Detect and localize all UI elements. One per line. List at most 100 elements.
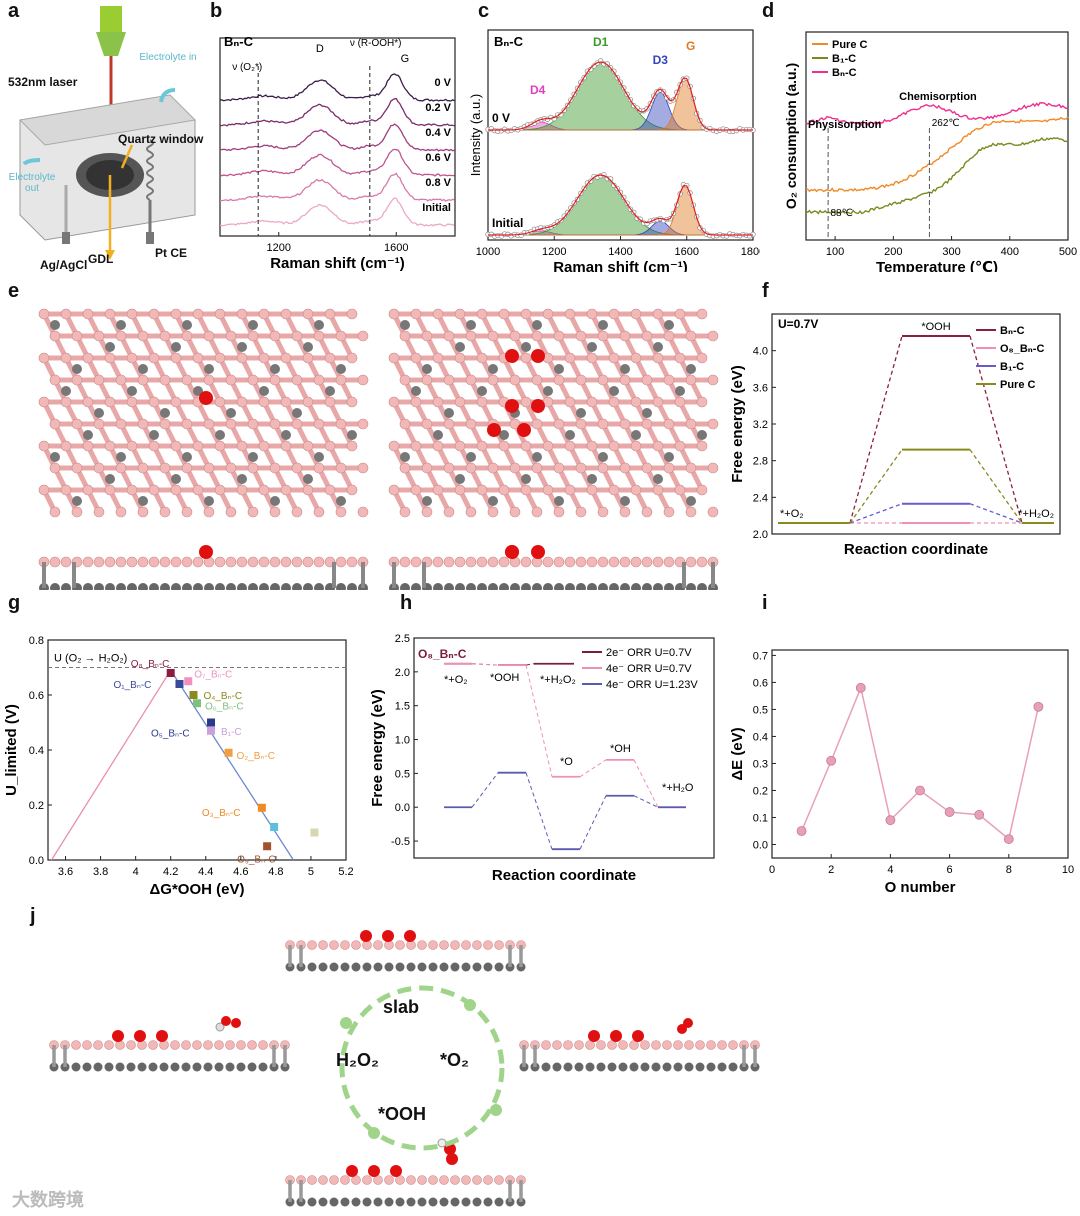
oxygen-atom [134, 1030, 146, 1042]
boron-atom [630, 440, 642, 452]
legend-label: Pure C [1000, 379, 1036, 391]
carbon-atom [552, 1062, 562, 1072]
boron-atom [674, 396, 686, 408]
y-tick-label: 1.0 [395, 735, 410, 747]
x-tick-label: 500 [1059, 246, 1077, 258]
boron-atom [49, 462, 61, 474]
y-axis-label: O₂ consumption (a.u.) [783, 63, 799, 209]
boron-atom [192, 352, 204, 364]
boron-atom [384, 1175, 394, 1185]
carbon-atom [93, 1062, 103, 1072]
oxygen-atom [404, 930, 416, 942]
boron-atom [509, 374, 521, 386]
boron-atom [575, 556, 587, 568]
oxygen-atom [446, 1153, 458, 1165]
boron-atom [225, 418, 237, 430]
boron-atom [269, 556, 281, 568]
carbon-atom [237, 583, 247, 590]
peak-label: D1 [593, 35, 609, 49]
boron-atom [596, 1040, 606, 1050]
x-tick-label: 5.2 [338, 866, 353, 878]
boron-atom [60, 556, 72, 568]
x-axis-label: Temperature (℃) [876, 259, 998, 272]
carbon-atom [182, 452, 192, 462]
data-point [561, 213, 567, 219]
carbon-atom [170, 1062, 180, 1072]
boron-atom [619, 374, 631, 386]
carbon-atom [444, 408, 454, 418]
boron-atom [170, 556, 182, 568]
x-axis-label: Raman shift (cm⁻¹) [270, 255, 405, 272]
y-tick-label: 0.5 [753, 704, 768, 716]
carbon-atom [138, 364, 148, 374]
boron-atom [641, 462, 653, 474]
boron-atom [38, 396, 50, 408]
delta-e-point [855, 682, 866, 693]
boron-atom [236, 556, 248, 568]
boron-atom [115, 556, 127, 568]
boron-atom [597, 374, 609, 386]
data-point [634, 105, 640, 111]
carbon-atom [455, 342, 465, 352]
x-tick-label: 10 [1062, 864, 1074, 876]
boron-atom [531, 374, 543, 386]
boron-atom [225, 506, 237, 518]
boron-atom [487, 506, 499, 518]
boron-atom [552, 1040, 562, 1050]
carbon-atom [336, 583, 346, 590]
carbon-atom [697, 430, 707, 440]
boron-atom [126, 556, 138, 568]
carbon-atom [433, 430, 443, 440]
carbon-atom [215, 583, 225, 590]
boron-atom [652, 352, 664, 364]
boron-atom [38, 308, 50, 320]
boron-atom [421, 462, 433, 474]
carbon-atom [686, 364, 696, 374]
energy-connector [471, 663, 499, 666]
x-tick-label: 4 [133, 866, 139, 878]
delta-e-point [1033, 701, 1044, 712]
panel-letter-g: g [8, 592, 21, 614]
carbon-atom [340, 1197, 350, 1207]
boron-atom [428, 940, 438, 950]
condition-label: U=0.7V [778, 317, 818, 331]
boron-atom [608, 308, 620, 320]
boron-atom [192, 440, 204, 452]
carbon-atom [596, 1062, 606, 1072]
boron-atom [432, 556, 444, 568]
carbon-atom [450, 962, 460, 972]
boron-atom [651, 1040, 661, 1050]
carbon-atom [292, 583, 302, 590]
boron-atom [597, 462, 609, 474]
boron-atom [324, 440, 336, 452]
energy-connector [969, 335, 1023, 524]
boron-atom [302, 484, 314, 496]
y-tick-label: 0.4 [29, 745, 44, 757]
boron-atom [564, 484, 576, 496]
boron-atom [247, 1040, 257, 1050]
boron-atom [318, 940, 328, 950]
boron-atom [137, 556, 149, 568]
boron-atom [696, 556, 708, 568]
delta-e-point [885, 815, 896, 826]
peak-label: G [686, 39, 695, 53]
boron-atom [586, 484, 598, 496]
carbon-atom [607, 1062, 617, 1072]
annotation: Physisorption [808, 119, 882, 131]
carbon-atom [565, 583, 575, 590]
carbon-atom [609, 386, 619, 396]
x-tick-label: 1400 [608, 246, 632, 258]
boron-atom [247, 506, 259, 518]
carbon-atom [433, 583, 443, 590]
boron-atom [574, 1040, 584, 1050]
spectrum-line [219, 123, 455, 152]
quartz-label: Quartz window [118, 132, 204, 146]
energy-connector [633, 795, 659, 808]
carbon-atom [270, 496, 280, 506]
boron-atom [93, 374, 105, 386]
y-tick-label: 0.4 [753, 731, 768, 743]
boron-atom [399, 330, 411, 342]
boron-atom [291, 330, 303, 342]
delta-e-point [826, 755, 837, 766]
